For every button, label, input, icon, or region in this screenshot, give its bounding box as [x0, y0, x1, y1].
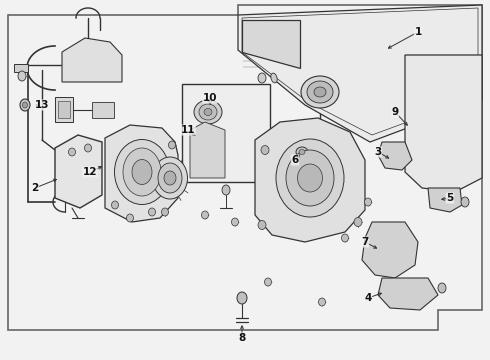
Polygon shape: [105, 125, 178, 222]
Polygon shape: [242, 20, 300, 68]
Ellipse shape: [152, 157, 188, 199]
Ellipse shape: [20, 99, 30, 111]
Text: 4: 4: [364, 293, 372, 303]
Text: 13: 13: [35, 100, 49, 110]
Ellipse shape: [365, 198, 371, 206]
Polygon shape: [378, 278, 438, 310]
Text: 10: 10: [203, 93, 217, 103]
Ellipse shape: [297, 164, 322, 192]
Text: 1: 1: [415, 27, 421, 37]
Ellipse shape: [123, 148, 161, 196]
Text: 9: 9: [392, 107, 398, 117]
Ellipse shape: [115, 139, 170, 204]
Text: 5: 5: [446, 193, 454, 203]
Bar: [182, 84, 270, 182]
Bar: [58, 101, 70, 118]
Ellipse shape: [461, 197, 469, 207]
Text: 12: 12: [83, 167, 97, 177]
Ellipse shape: [132, 159, 152, 184]
Ellipse shape: [204, 108, 212, 116]
Ellipse shape: [354, 217, 362, 226]
Polygon shape: [428, 188, 462, 212]
Ellipse shape: [286, 150, 334, 206]
Ellipse shape: [299, 149, 305, 154]
Ellipse shape: [318, 298, 325, 306]
Text: 11: 11: [181, 125, 195, 135]
Ellipse shape: [23, 102, 27, 108]
Text: 6: 6: [292, 155, 298, 165]
Ellipse shape: [194, 100, 222, 124]
Ellipse shape: [162, 208, 169, 216]
Text: 8: 8: [238, 333, 245, 343]
Polygon shape: [362, 222, 418, 278]
Polygon shape: [62, 38, 122, 82]
Ellipse shape: [307, 81, 333, 103]
Bar: [55, 97, 73, 122]
Bar: [14, 64, 28, 72]
Ellipse shape: [296, 147, 308, 157]
Ellipse shape: [18, 71, 26, 81]
Polygon shape: [255, 118, 365, 242]
Ellipse shape: [148, 208, 155, 216]
Bar: [92, 102, 114, 118]
Ellipse shape: [169, 141, 175, 149]
Polygon shape: [8, 5, 482, 330]
Ellipse shape: [199, 104, 217, 120]
Ellipse shape: [314, 87, 326, 97]
Ellipse shape: [258, 73, 266, 83]
Ellipse shape: [112, 201, 119, 209]
Ellipse shape: [201, 211, 209, 219]
Ellipse shape: [158, 163, 182, 193]
Ellipse shape: [261, 145, 269, 154]
Ellipse shape: [237, 292, 247, 304]
Text: 7: 7: [361, 237, 368, 247]
Ellipse shape: [231, 218, 239, 226]
Ellipse shape: [276, 139, 344, 217]
Polygon shape: [378, 142, 412, 170]
Polygon shape: [238, 5, 482, 142]
Ellipse shape: [69, 148, 75, 156]
Polygon shape: [190, 122, 225, 178]
Ellipse shape: [265, 278, 271, 286]
Text: 2: 2: [31, 183, 39, 193]
Ellipse shape: [222, 185, 230, 195]
Ellipse shape: [126, 214, 133, 222]
Ellipse shape: [271, 73, 277, 83]
Ellipse shape: [84, 144, 92, 152]
Ellipse shape: [438, 283, 446, 293]
Polygon shape: [55, 135, 102, 208]
Polygon shape: [405, 55, 482, 192]
Ellipse shape: [258, 220, 266, 230]
Ellipse shape: [164, 171, 176, 185]
Ellipse shape: [301, 76, 339, 108]
Ellipse shape: [342, 234, 348, 242]
Text: 3: 3: [374, 147, 382, 157]
